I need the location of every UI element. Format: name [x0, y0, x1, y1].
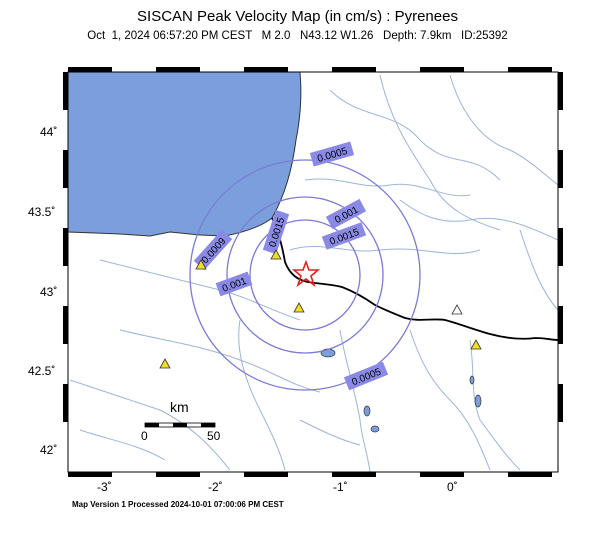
scale-bar	[144, 422, 216, 428]
triangle-icon	[293, 302, 305, 313]
x-axis-label: -2˚	[208, 480, 223, 494]
footer-processed-note: Map Version 1 Processed 2024-10-01 07:00…	[72, 500, 284, 509]
contour-label-bg	[262, 209, 290, 255]
contour-label-bg	[343, 361, 389, 391]
scale-min-label: 0	[141, 429, 148, 443]
x-axis-label: -1˚	[333, 480, 348, 494]
x-axis-label: 0˚	[447, 480, 458, 494]
y-axis-label: 42.5˚	[28, 364, 56, 378]
contour-label-bg	[321, 222, 367, 250]
y-axis-label: 43.5˚	[28, 205, 56, 219]
y-axis-label: 44˚	[40, 125, 58, 139]
contour-label-bg	[325, 198, 367, 230]
triangle-icon	[451, 304, 463, 315]
triangle-icon	[159, 358, 171, 369]
stations	[159, 249, 482, 369]
rivers	[69, 74, 559, 473]
x-axis-label: -3˚	[97, 480, 112, 494]
triangle-icon	[270, 249, 282, 260]
map-title: SISCAN Peak Velocity Map (in cm/s) : Pyr…	[137, 8, 458, 25]
triangle-icon	[470, 339, 482, 350]
scale-unit-label: km	[170, 399, 189, 415]
plot-frame	[67, 71, 559, 473]
triangle-icon	[195, 259, 207, 270]
frame-ticks	[63, 67, 563, 477]
border-line	[271, 217, 559, 341]
map-subtitle: Oct 1, 2024 06:57:20 PM CEST M 2.0 N43.1…	[87, 30, 508, 42]
contour-label-bg	[309, 141, 355, 167]
contour-label-bg	[193, 229, 233, 271]
y-axis-label: 42˚	[40, 443, 58, 457]
y-axis-label: 43˚	[40, 285, 58, 299]
star-icon	[291, 259, 321, 288]
contours	[189, 159, 421, 391]
scale-max-label: 50	[207, 429, 221, 443]
sea	[67, 71, 302, 237]
contour-label-bg	[215, 271, 253, 297]
